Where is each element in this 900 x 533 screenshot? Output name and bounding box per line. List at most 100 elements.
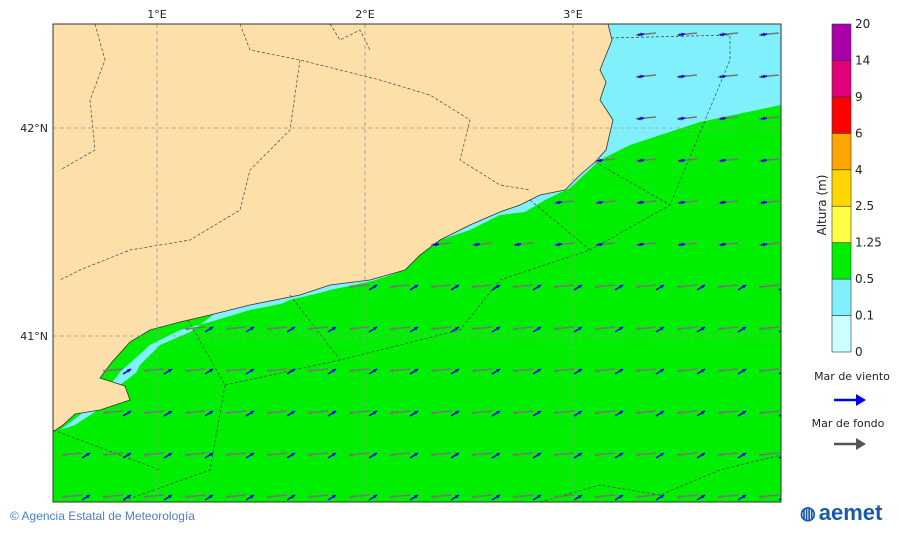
swell-arrow [676,368,698,373]
wind-sea-arrow [573,452,583,459]
wind-sea-arrow [678,200,686,205]
wind-sea-arrow [473,242,481,247]
colorbar-tick-label: 2.5 [855,199,874,213]
swell-arrow [676,410,698,415]
colorbar-segment [831,242,852,280]
wind-sea-arrow [678,74,686,79]
wind-sea-arrow [327,494,337,501]
wind-sea-arrow [368,368,378,375]
wind-sea-arrow [719,116,727,121]
swell-arrow [758,494,780,499]
swell-arrow [553,326,575,331]
wind-sea-arrow [778,329,781,333]
wind-sea-arrow [719,74,727,79]
wind-sea-arrow [122,410,132,417]
aemet-logo-icon: ◍ [800,502,816,523]
wind-sea-arrow [450,452,460,459]
swell-arrow [471,452,493,457]
swell-arrow [225,410,247,415]
swell-arrow [389,494,411,499]
wind-sea-arrow [286,326,296,333]
swell-arrow [348,368,370,373]
wind-sea-arrow [409,284,419,291]
swell-arrow [553,284,575,289]
wind-sea-arrow [655,452,665,459]
wind-sea-arrow [204,494,214,501]
wind-sea-arrow [286,410,296,417]
swell-arrow [266,326,288,331]
wind-sea-arrow [81,494,91,501]
wind-sea-arrow [245,494,255,501]
swell-arrow [553,452,575,457]
wind-sea-arrow [760,74,768,79]
wind-sea-arrow [368,284,378,291]
wind-sea-arrow [491,452,501,459]
wind-sea-arrow [245,368,255,375]
wind-sea-label: Mar de viento [814,370,890,383]
swell-arrow [143,452,165,457]
wind-sea-arrow [573,284,583,291]
colorbar-tick-label: 0 [855,345,863,359]
swell-arrow [717,494,739,499]
swell-arrow [758,368,780,373]
swell-arrow [758,452,780,457]
boundaries [53,24,781,502]
wind-sea-arrow [409,410,419,417]
swell-arrow [594,368,616,373]
wind-sea-arrow [450,410,460,417]
wind-sea-arrow [450,494,460,501]
swell-arrow [512,452,534,457]
swell-arrow [348,494,370,499]
colorbar-tick-label: 20 [855,17,870,31]
swell-arrow [594,284,616,289]
wind-sea-arrow [696,284,706,291]
swell-arrow [184,368,206,373]
swell-arrow [348,284,370,289]
wind-sea-arrow [655,326,665,333]
wind-sea-arrow [655,410,665,417]
swell-arrow [266,452,288,457]
copyright-credit: © Agencia Estatal de Meteorología [10,509,195,523]
wind-sea-arrow [678,158,686,163]
swell-arrow [61,494,83,499]
swell-arrow-icon [834,438,866,450]
swell-label: Mar de fondo [812,417,885,430]
wind-sea-arrow-icon [834,394,866,406]
wind-sea-arrow [286,452,296,459]
wind-sea-arrow [678,116,686,121]
wind-sea-arrow [678,32,686,37]
wind-sea-arrow [81,452,91,459]
swell-arrow [758,410,780,415]
wind-sea-arrow [368,452,378,459]
swell-arrow [307,326,329,331]
swell-arrow [143,410,165,415]
colorbar-segment [831,23,852,61]
wind-sea-arrow [327,326,337,333]
wind-sea-arrow [573,494,583,501]
swell-arrow [143,494,165,499]
wind-sea-arrow [409,494,419,501]
swell-arrow [676,452,698,457]
wind-sea-arrow [532,452,542,459]
colorbar-title: Altura (m) [815,174,829,235]
swell-arrow [184,326,206,331]
wind-sea-arrow [655,494,665,501]
lon-label: 2°E [355,8,374,21]
swell-arrow [594,410,616,415]
swell-arrow [348,452,370,457]
lat-label: 42°N [20,122,48,135]
wind-sea-arrow [514,242,522,247]
wind-sea-arrow [368,494,378,501]
wind-sea-arrow [719,158,727,163]
colorbar-segment [831,60,852,98]
wind-sea-arrow [737,326,747,333]
wind-sea-arrow [286,368,296,375]
wind-sea-arrow [327,368,337,375]
swell-arrow [225,368,247,373]
wind-sea-arrow [696,494,706,501]
wind-sea-arrow [737,284,747,291]
swell-arrow [471,368,493,373]
swell-arrow [266,410,288,415]
swell-arrow [348,326,370,331]
swell-arrow [389,326,411,331]
